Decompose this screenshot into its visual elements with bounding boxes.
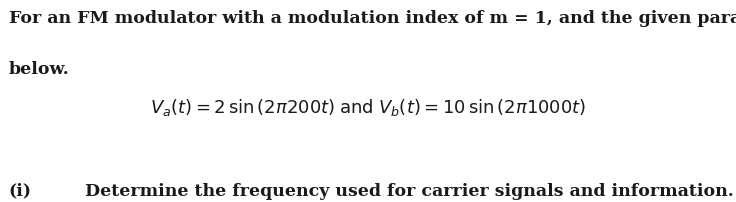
Text: $V_a(t) = 2\,\mathrm{sin}\,(2\pi 200t)\;\mathrm{and}\;V_b(t) = 10\,\mathrm{sin}\: $V_a(t) = 2\,\mathrm{sin}\,(2\pi 200t)\;… — [150, 97, 586, 118]
Text: below.: below. — [9, 61, 70, 78]
Text: (i): (i) — [9, 182, 32, 199]
Text: For an FM modulator with a modulation index of m = 1, and the given parameters a: For an FM modulator with a modulation in… — [9, 10, 736, 27]
Text: Determine the frequency used for carrier signals and information.: Determine the frequency used for carrier… — [85, 182, 733, 199]
